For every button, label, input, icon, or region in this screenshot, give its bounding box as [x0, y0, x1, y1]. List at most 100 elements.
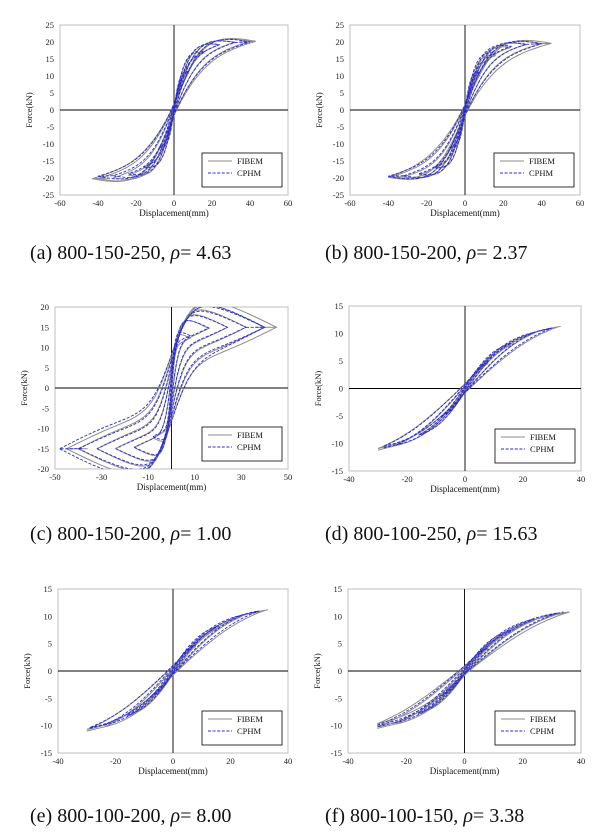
y-tick-label: -25: [333, 190, 344, 200]
y-tick-label: -15: [332, 466, 343, 476]
fibem-peak-tip: [86, 726, 105, 732]
caption-b: (b) 800-150-200, ρ= 2.37: [325, 242, 528, 265]
fibem-cycle: [395, 332, 535, 447]
caption-rho-value: = 4.63: [180, 242, 232, 264]
y-tick-label: -5: [336, 411, 343, 421]
legend-label-fibem: FIBEM: [529, 156, 555, 166]
x-tick-label: -40: [52, 756, 63, 766]
series-cphm: [59, 307, 266, 469]
cphm-peak-tip: [543, 611, 564, 617]
x-tick-label: 20: [226, 756, 235, 766]
cphm-peak-tip: [534, 327, 553, 333]
y-tick-label: 10: [334, 611, 343, 621]
legend-label-fibem: FIBEM: [237, 714, 263, 724]
y-tick-label: 10: [335, 329, 344, 339]
y-tick-label: 0: [45, 383, 49, 393]
cphm-peak-tip: [376, 722, 395, 728]
y-tick-label: 15: [335, 301, 344, 311]
cphm-peak-tip: [383, 443, 401, 449]
y-tick-label: 5: [50, 88, 54, 98]
legend-label-cphm: CPHM: [237, 726, 262, 736]
cphm-cycle: [143, 50, 207, 168]
y-tick-label: 5: [339, 356, 343, 366]
x-tick-label: 30: [237, 472, 246, 482]
legend: FIBEM CPHM: [494, 710, 576, 746]
x-axis-label: Displacement(mm): [139, 208, 208, 218]
x-tick-label: 0: [463, 474, 467, 484]
caption-rho-symbol: ρ: [463, 805, 473, 827]
y-tick-label: 25: [46, 20, 55, 30]
caption-rho-symbol: ρ: [466, 242, 477, 264]
x-tick-label: -20: [421, 198, 432, 208]
cphm-cycle: [394, 618, 535, 724]
cphm-cycle: [126, 625, 220, 716]
x-tick-label: 40: [284, 756, 293, 766]
x-tick-label: 0: [172, 198, 176, 208]
y-tick-label: -5: [337, 122, 344, 132]
y-tick-label: -5: [42, 403, 49, 413]
caption-rho-value: = 8.00: [180, 805, 232, 827]
x-tick-label: 20: [499, 198, 508, 208]
y-tick-label: 15: [44, 584, 53, 594]
y-tick-label: 20: [41, 302, 50, 312]
cphm-cycle: [440, 647, 489, 696]
y-tick-label: -25: [43, 190, 54, 200]
cphm-cycle: [388, 40, 542, 180]
series-cphm: [376, 611, 564, 728]
caption-prefix: (e) 800-100-200,: [30, 805, 171, 827]
legend-label-fibem: FIBEM: [530, 714, 556, 724]
y-tick-label: -10: [331, 721, 342, 731]
y-tick-label: -10: [332, 439, 343, 449]
cphm-peak-tip: [526, 43, 542, 45]
fibem-peak-tip: [239, 40, 256, 43]
caption-a: (a) 800-150-250, ρ= 4.63: [30, 242, 231, 265]
y-tick-label: 5: [48, 639, 52, 649]
fibem-cycle: [403, 42, 527, 179]
caption-c: (c) 800-150-200, ρ= 1.00: [30, 523, 231, 546]
y-tick-label: 20: [336, 37, 345, 47]
legend-label-fibem: FIBEM: [237, 156, 263, 166]
caption-prefix: (f) 800-100-150,: [325, 805, 464, 827]
y-tick-label: -20: [43, 173, 54, 183]
legend: FIBEM CPHM: [494, 428, 576, 464]
x-tick-label: 0: [463, 198, 467, 208]
caption-e: (e) 800-100-200, ρ= 8.00: [30, 805, 231, 828]
x-tick-label: -40: [342, 756, 353, 766]
legend-box: [201, 152, 283, 188]
caption-f: (f) 800-100-150, ρ= 3.38: [325, 805, 524, 828]
cphm-cycle: [115, 315, 229, 461]
y-tick-label: 25: [336, 20, 345, 30]
legend-label-cphm: CPHM: [237, 442, 262, 452]
chart-d: -15 -10 -5 0 5 10 15 -40 -20 0 20 40 Displacement(mm…: [313, 301, 585, 494]
y-tick-label: -15: [43, 156, 54, 166]
y-tick-label: -10: [333, 139, 344, 149]
y-tick-label: 0: [340, 105, 344, 115]
y-tick-label: 20: [46, 37, 55, 47]
y-tick-label: 15: [334, 584, 343, 594]
x-tick-label: 0: [462, 756, 466, 766]
y-tick-label: 15: [336, 54, 345, 64]
chart-f: -15 -10 -5 0 5 10 15 -40 -20 0 20 40 Displacement(mm…: [312, 584, 585, 776]
series-cphm: [89, 610, 260, 729]
y-tick-label: -5: [45, 693, 52, 703]
cphm-peak-tip: [97, 175, 114, 177]
legend: FIBEM CPHM: [201, 710, 283, 746]
legend-label-cphm: CPHM: [237, 168, 262, 178]
x-tick-label: -20: [110, 756, 121, 766]
caption-rho-symbol: ρ: [170, 523, 181, 545]
fibem-peak-tip: [248, 609, 269, 615]
x-tick-label: -50: [49, 472, 60, 482]
caption-d: (d) 800-100-250, ρ= 15.63: [325, 523, 538, 546]
series-cphm: [383, 327, 553, 449]
cphm-cycle: [152, 331, 192, 441]
x-tick-label: -40: [383, 198, 394, 208]
y-tick-label: 5: [340, 88, 344, 98]
fibem-peak-tip: [377, 445, 396, 451]
x-tick-label: 60: [576, 198, 585, 208]
cphm-cycle: [418, 44, 513, 176]
legend-box: [201, 426, 283, 462]
y-tick-label: 10: [44, 611, 53, 621]
fibem-cycle: [376, 611, 570, 725]
cphm-peak-tip: [241, 610, 260, 616]
